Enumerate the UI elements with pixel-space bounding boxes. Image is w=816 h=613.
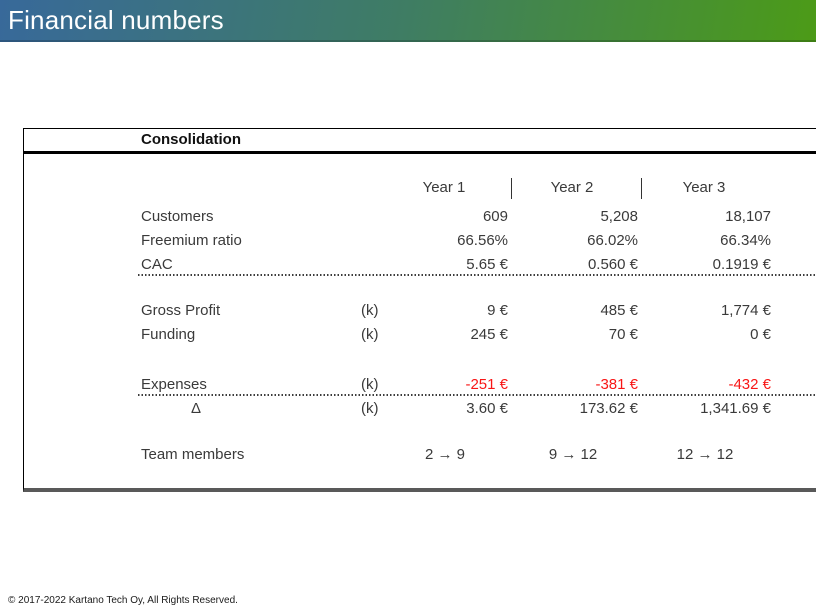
row-unit: (k) (361, 400, 379, 417)
cell-year3: 1,774 € (720, 302, 771, 319)
row-label: Δ (191, 400, 202, 417)
pad-cell (24, 373, 141, 397)
cell-year1: 9 € (487, 302, 508, 319)
row-label: Customers (141, 208, 214, 225)
cell-year2: -381 € (595, 376, 638, 393)
cell-year2: 173.62 € (579, 400, 638, 417)
cell-year3: 0 € (750, 326, 771, 343)
table-row: Team members 2 → 9 9 → 12 12 → 12 (24, 443, 816, 467)
cell-year1: 66.56% (457, 232, 508, 249)
table-row: Gross Profit (k) 9 € 485 € 1,774 € (24, 299, 816, 323)
pad-cell (24, 397, 141, 421)
cell-year1: 609 (482, 208, 508, 225)
cell-year1: 2 → 9 (424, 446, 466, 463)
table-row: CAC 5.65 € 0.560 € 0.1919 € (24, 253, 816, 277)
table-title: Consolidation (141, 131, 241, 148)
cell-year2: 70 € (608, 326, 638, 343)
row-unit (361, 205, 386, 229)
row-label: Gross Profit (141, 302, 221, 319)
page-title: Financial numbers (8, 5, 224, 35)
cell-year1: 245 € (470, 326, 508, 343)
row-unit: (k) (361, 376, 379, 393)
pad-cell (24, 176, 141, 200)
cell-year1: 5.65 € (466, 256, 508, 273)
row-unit: (k) (361, 302, 379, 319)
cell-year2: 0.560 € (587, 256, 638, 273)
row-label: Freemium ratio (141, 232, 242, 249)
cell-year3: 12 → 12 (676, 446, 734, 463)
cell-year2: 66.02% (587, 232, 638, 249)
table-row: Expenses (k) -251 € -381 € -432 € (24, 373, 816, 397)
row-label: Funding (141, 326, 196, 343)
row-unit (361, 443, 386, 467)
pad-cell (24, 253, 141, 277)
table-body: Customers 609 5,208 18,107 Freemium ratio 66.… (24, 205, 816, 467)
column-header-year1: Year 1 (386, 176, 512, 200)
row-label: Expenses (141, 376, 207, 393)
row-label: CAC (141, 256, 173, 273)
table-row: Freemium ratio 66.56% 66.02% 66.34% (24, 229, 816, 253)
cell-year3: 1,341.69 € (700, 400, 771, 417)
row-spacer (24, 347, 816, 373)
table-row: Customers 609 5,208 18,107 (24, 205, 816, 229)
cell-year1: 3.60 € (466, 400, 508, 417)
label-header-cell (141, 176, 361, 200)
title-bar: Financial numbers (0, 0, 816, 42)
unit-header-cell (361, 176, 386, 200)
row-unit (361, 229, 386, 253)
cell-year3: -432 € (728, 376, 771, 393)
row-label: Team members (141, 446, 245, 463)
row-unit: (k) (361, 326, 379, 343)
column-header-year3: Year 3 (682, 179, 726, 196)
financial-table: Consolidation Year 1 Year 2 Year 3 Custo… (23, 128, 816, 492)
cell-year2: 5,208 (600, 208, 638, 225)
cell-year3: 18,107 (725, 208, 771, 225)
pad-cell (24, 299, 141, 323)
pad-cell (24, 205, 141, 229)
table-title-row: Consolidation (24, 129, 816, 154)
cell-year2: 9 → 12 (548, 446, 598, 463)
row-spacer (24, 421, 816, 443)
row-unit (361, 253, 386, 277)
pad-cell (24, 443, 141, 467)
table-header-row: Year 1 Year 2 Year 3 (24, 176, 816, 200)
cell-year2: 485 € (600, 302, 638, 319)
pad-cell (24, 229, 141, 253)
pad-cell (24, 323, 141, 347)
table-row: Δ (k) 3.60 € 173.62 € 1,341.69 € (24, 397, 816, 421)
cell-year3: 0.1919 € (712, 256, 771, 273)
table-row: Funding (k) 245 € 70 € 0 € (24, 323, 816, 347)
cell-year1: -251 € (465, 376, 508, 393)
row-spacer (24, 277, 816, 299)
column-header-year2: Year 2 (512, 176, 642, 200)
copyright-text: © 2017-2022 Kartano Tech Oy, All Rights … (8, 595, 238, 606)
cell-year3: 66.34% (720, 232, 771, 249)
